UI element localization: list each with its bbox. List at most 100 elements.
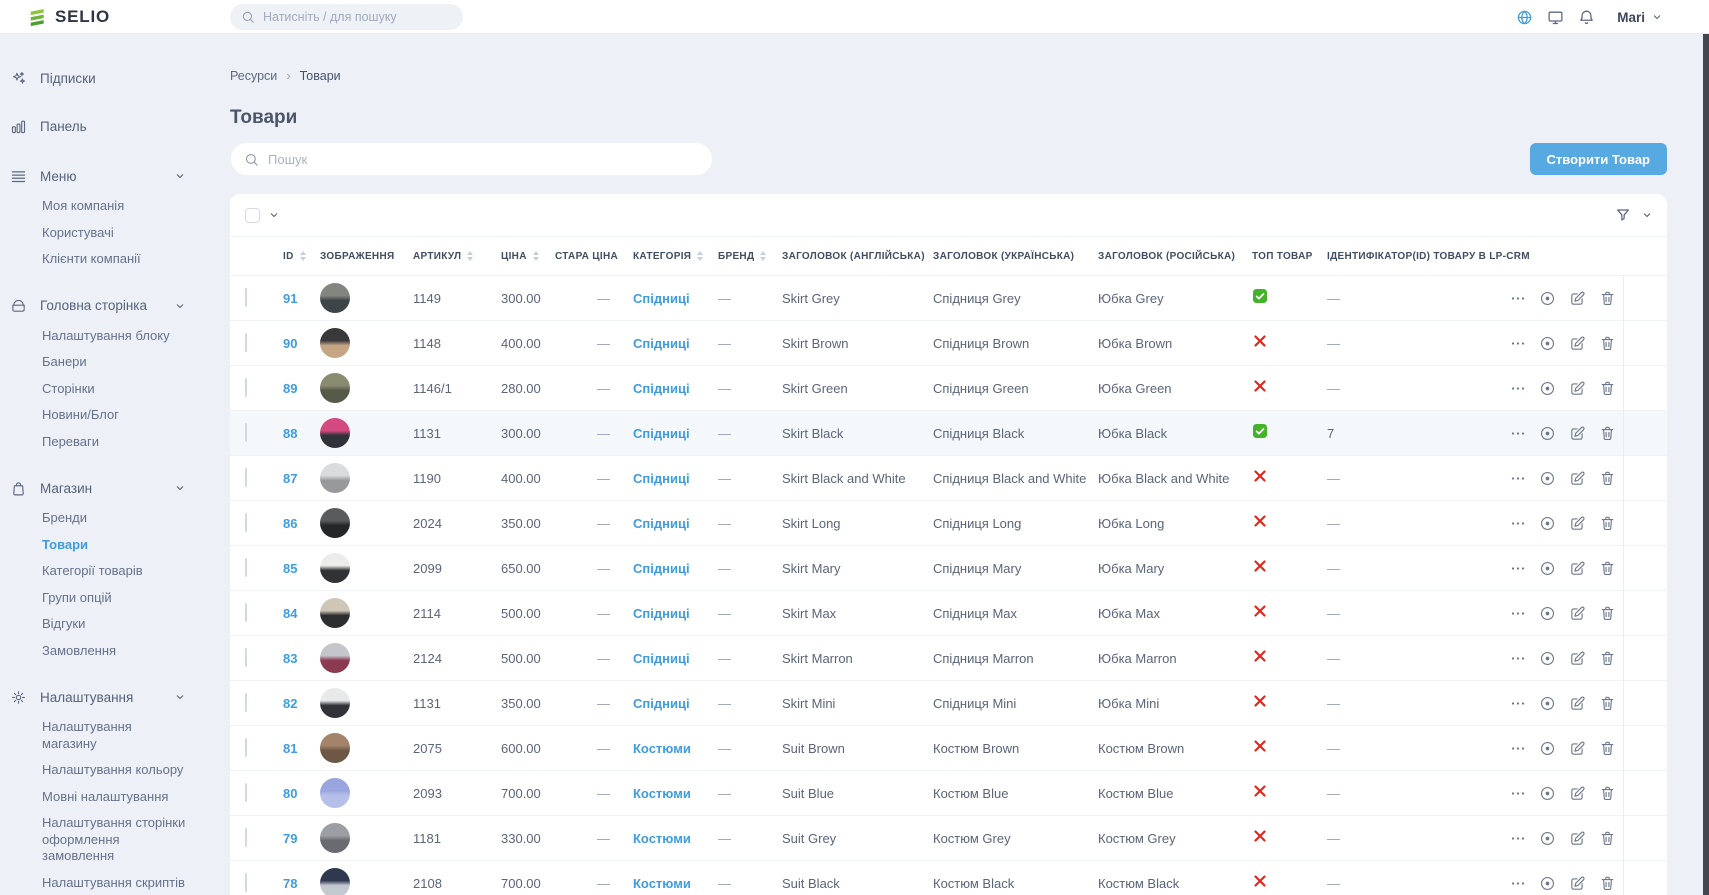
- sort-icon[interactable]: [467, 251, 474, 261]
- row-checkbox[interactable]: [245, 738, 247, 757]
- row-checkbox[interactable]: [245, 558, 247, 577]
- product-category-link[interactable]: Костюми: [633, 875, 691, 891]
- more-actions-icon[interactable]: [1510, 470, 1526, 487]
- chevron-down-icon[interactable]: [174, 300, 186, 312]
- row-checkbox[interactable]: [245, 783, 247, 802]
- row-checkbox[interactable]: [245, 648, 247, 667]
- global-search[interactable]: [230, 4, 463, 30]
- sidebar-subitem-banners[interactable]: Банери: [42, 354, 87, 369]
- row-checkbox[interactable]: [245, 468, 247, 487]
- sidebar-subitem-pages[interactable]: Сторінки: [42, 380, 95, 396]
- sidebar-subitem-advantages[interactable]: Переваги: [42, 433, 100, 449]
- funnel-icon[interactable]: [1615, 207, 1631, 223]
- sort-icon[interactable]: [532, 251, 539, 261]
- delete-icon[interactable]: [1599, 650, 1616, 667]
- breadcrumb-resources[interactable]: Ресурси: [230, 68, 278, 83]
- sort-icon[interactable]: [760, 251, 767, 261]
- row-checkbox[interactable]: [245, 423, 247, 442]
- sidebar-subitem-orders[interactable]: Замовлення: [42, 642, 117, 658]
- sidebar-subitem-my-company[interactable]: Моя компанія: [42, 198, 125, 213]
- product-category-link[interactable]: Костюми: [633, 830, 691, 846]
- sidebar-subitem-company-clients[interactable]: Клієнти компанії: [42, 251, 141, 266]
- delete-icon[interactable]: [1599, 515, 1616, 532]
- create-product-button[interactable]: Створити Товар: [1529, 143, 1667, 175]
- delete-icon[interactable]: [1599, 290, 1616, 307]
- view-icon[interactable]: [1539, 830, 1556, 847]
- sidebar-subitem-block-settings[interactable]: Налаштування блоку: [42, 327, 170, 343]
- sidebar-item-shop[interactable]: Магазин: [10, 476, 186, 500]
- chevron-down-icon[interactable]: [268, 209, 280, 221]
- more-actions-icon[interactable]: [1510, 650, 1526, 667]
- product-id-link[interactable]: 85: [283, 560, 298, 576]
- delete-icon[interactable]: [1599, 695, 1616, 712]
- chevron-down-icon[interactable]: [1641, 209, 1653, 221]
- edit-icon[interactable]: [1569, 560, 1586, 577]
- more-actions-icon[interactable]: [1510, 695, 1526, 712]
- view-icon[interactable]: [1539, 605, 1556, 622]
- product-category-link[interactable]: Спідниці: [633, 605, 690, 621]
- product-id-link[interactable]: 88: [283, 425, 298, 441]
- filter-control[interactable]: [1615, 207, 1653, 223]
- edit-icon[interactable]: [1569, 740, 1586, 757]
- view-icon[interactable]: [1539, 740, 1556, 757]
- product-id-link[interactable]: 83: [283, 650, 298, 666]
- sidebar-subitem-color-settings[interactable]: Налаштування кольору: [42, 762, 184, 777]
- row-checkbox[interactable]: [245, 603, 247, 622]
- edit-icon[interactable]: [1569, 380, 1586, 397]
- sidebar-subitem-products[interactable]: Товари: [42, 536, 89, 552]
- chevron-down-icon[interactable]: [174, 691, 186, 703]
- product-category-link[interactable]: Спідниці: [633, 695, 690, 711]
- more-actions-icon[interactable]: [1510, 290, 1526, 307]
- edit-icon[interactable]: [1569, 425, 1586, 442]
- row-checkbox[interactable]: [245, 378, 247, 397]
- product-category-link[interactable]: Спідниці: [633, 380, 690, 396]
- view-icon[interactable]: [1539, 875, 1556, 892]
- product-id-link[interactable]: 89: [283, 380, 298, 396]
- chevron-down-icon[interactable]: [174, 482, 186, 494]
- view-icon[interactable]: [1539, 515, 1556, 532]
- edit-icon[interactable]: [1569, 695, 1586, 712]
- delete-icon[interactable]: [1599, 740, 1616, 757]
- sort-icon[interactable]: [697, 251, 704, 261]
- edit-icon[interactable]: [1569, 470, 1586, 487]
- product-category-link[interactable]: Костюми: [633, 740, 691, 756]
- sidebar-subitem-reviews[interactable]: Відгуки: [42, 616, 86, 631]
- product-category-link[interactable]: Спідниці: [633, 515, 690, 531]
- row-checkbox[interactable]: [245, 873, 247, 892]
- more-actions-icon[interactable]: [1510, 425, 1526, 442]
- product-category-link[interactable]: Костюми: [633, 785, 691, 801]
- sidebar-item-settings[interactable]: Налаштування: [10, 685, 186, 709]
- sidebar-subitem-news-blog[interactable]: Новини/Блог: [42, 407, 119, 422]
- sidebar-subitem-checkout-page-settings[interactable]: Налаштування сторінки оформлення замовле…: [42, 815, 186, 863]
- product-id-link[interactable]: 80: [283, 785, 298, 801]
- more-actions-icon[interactable]: [1510, 515, 1526, 532]
- sidebar-subitem-option-groups[interactable]: Групи опцій: [42, 589, 112, 605]
- edit-icon[interactable]: [1569, 650, 1586, 667]
- product-id-link[interactable]: 91: [283, 290, 298, 306]
- row-checkbox[interactable]: [245, 288, 247, 307]
- view-icon[interactable]: [1539, 785, 1556, 802]
- window-scrollbar[interactable]: [1703, 0, 1709, 895]
- sort-icon[interactable]: [299, 251, 306, 261]
- chevron-down-icon[interactable]: [174, 170, 186, 182]
- edit-icon[interactable]: [1569, 290, 1586, 307]
- sidebar-subitem-scripts-settings[interactable]: Налаштування скриптів: [42, 874, 185, 890]
- more-actions-icon[interactable]: [1510, 380, 1526, 397]
- delete-icon[interactable]: [1599, 425, 1616, 442]
- bell-icon[interactable]: [1578, 9, 1595, 26]
- more-actions-icon[interactable]: [1510, 605, 1526, 622]
- edit-icon[interactable]: [1569, 875, 1586, 892]
- view-icon[interactable]: [1539, 695, 1556, 712]
- delete-icon[interactable]: [1599, 875, 1616, 892]
- product-id-link[interactable]: 90: [283, 335, 298, 351]
- edit-icon[interactable]: [1569, 785, 1586, 802]
- product-category-link[interactable]: Спідниці: [633, 290, 690, 306]
- more-actions-icon[interactable]: [1510, 830, 1526, 847]
- product-category-link[interactable]: Спідниці: [633, 335, 690, 351]
- sidebar-subitem-product-categories[interactable]: Категорії товарів: [42, 563, 143, 578]
- sidebar-item-menu[interactable]: Меню: [10, 164, 186, 188]
- sidebar-subitem-language-settings[interactable]: Мовні налаштування: [42, 788, 169, 804]
- more-actions-icon[interactable]: [1510, 875, 1526, 892]
- row-checkbox[interactable]: [245, 333, 247, 352]
- product-category-link[interactable]: Спідниці: [633, 560, 690, 576]
